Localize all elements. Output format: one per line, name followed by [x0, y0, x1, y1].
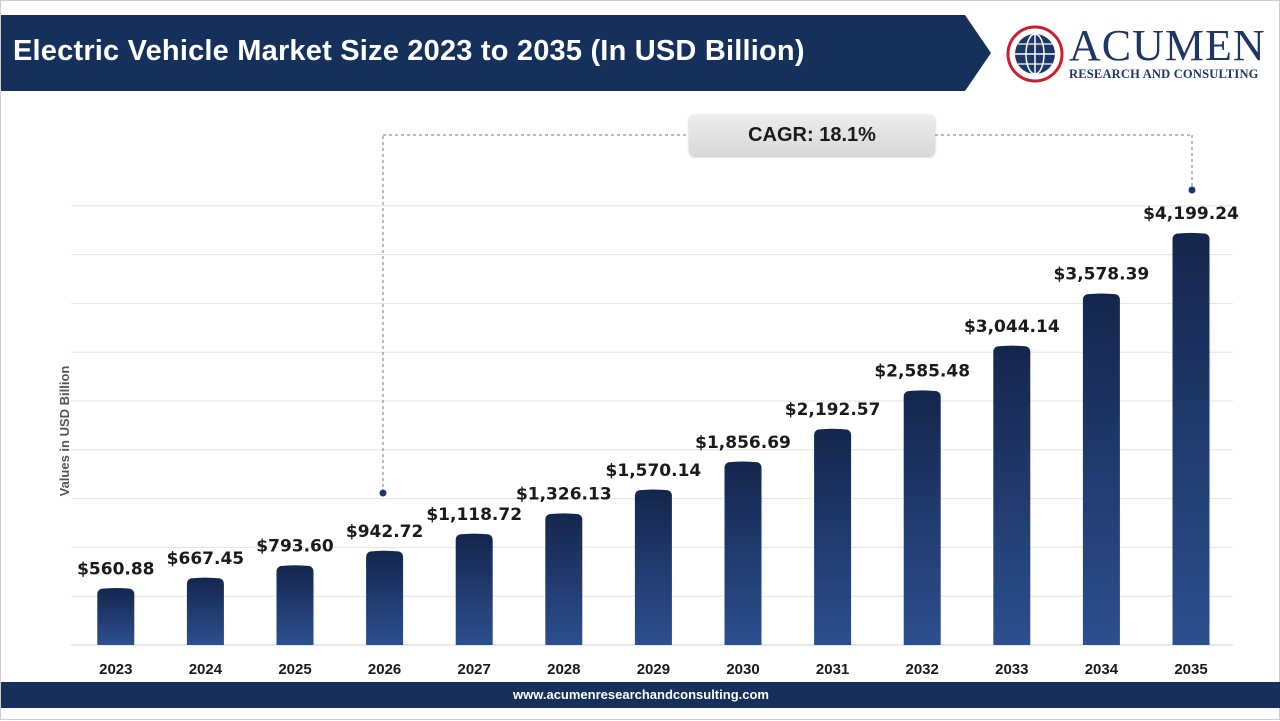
cagr-end-marker: [1188, 186, 1196, 194]
bar-2027: [455, 533, 493, 645]
chart-title: Electric Vehicle Market Size 2023 to 203…: [13, 35, 805, 67]
x-tick-2030: 2030: [726, 661, 759, 678]
bar-2029: [634, 489, 672, 645]
x-tick-2025: 2025: [278, 661, 311, 678]
bar-2028: [545, 513, 583, 645]
x-tick-2034: 2034: [1085, 661, 1119, 678]
bar-2023: [97, 588, 135, 645]
x-tick-2023: 2023: [99, 661, 132, 678]
footer-url[interactable]: www.acumenresearchandconsulting.com: [1, 682, 1280, 708]
data-label-2029: $1,570.14: [606, 461, 702, 481]
data-label-2023: $560.88: [77, 559, 154, 579]
cagr-badge: CAGR: 18.1%: [689, 114, 935, 156]
bar-2025: [276, 565, 314, 645]
x-tick-2033: 2033: [995, 661, 1028, 678]
x-tick-2029: 2029: [637, 661, 670, 678]
x-tick-2031: 2031: [816, 661, 849, 678]
x-tick-2024: 2024: [189, 661, 223, 678]
data-label-2030: $1,856.69: [695, 433, 791, 453]
x-tick-labels: 2023 2024 2025 2026 2027 2028 2029 2030 2031 2032…: [99, 661, 1208, 678]
bar-2035: [1172, 232, 1210, 645]
bar-2033: [993, 345, 1031, 645]
brand-subtitle: RESEARCH AND CONSULTING: [1069, 67, 1259, 81]
data-labels: $560.88$667.45$793.60$942.72$1,118.72$1,…: [77, 204, 1239, 579]
data-label-2028: $1,326.13: [516, 485, 612, 505]
header-banner: [1, 15, 991, 91]
brand-name: ACUMEN: [1069, 21, 1266, 70]
bars: [97, 232, 1210, 645]
bar-2031: [814, 428, 852, 645]
x-tick-2032: 2032: [906, 661, 939, 678]
data-label-2027: $1,118.72: [426, 505, 522, 525]
brand-logo: [1006, 25, 1064, 83]
x-tick-2027: 2027: [458, 661, 491, 678]
data-label-2035: $4,199.24: [1143, 204, 1239, 224]
data-label-2024: $667.45: [167, 549, 244, 569]
cagr-start-marker: [379, 489, 387, 497]
data-label-2025: $793.60: [256, 537, 334, 557]
data-label-2026: $942.72: [346, 522, 423, 542]
x-tick-2026: 2026: [368, 661, 401, 678]
data-label-2033: $3,044.14: [964, 317, 1060, 337]
bar-2024: [186, 577, 224, 645]
bar-2026: [366, 550, 404, 645]
bar-2034: [1082, 293, 1120, 645]
x-tick-2035: 2035: [1174, 661, 1207, 678]
bar-2032: [903, 390, 941, 645]
data-label-2032: $2,585.48: [874, 362, 970, 382]
data-label-2031: $2,192.57: [785, 400, 881, 420]
bar-2030: [724, 461, 762, 645]
y-axis-title: Values in USD Billion: [57, 366, 72, 497]
x-tick-2028: 2028: [547, 661, 580, 678]
data-label-2034: $3,578.39: [1054, 265, 1150, 285]
globe-icon: [1006, 25, 1064, 83]
